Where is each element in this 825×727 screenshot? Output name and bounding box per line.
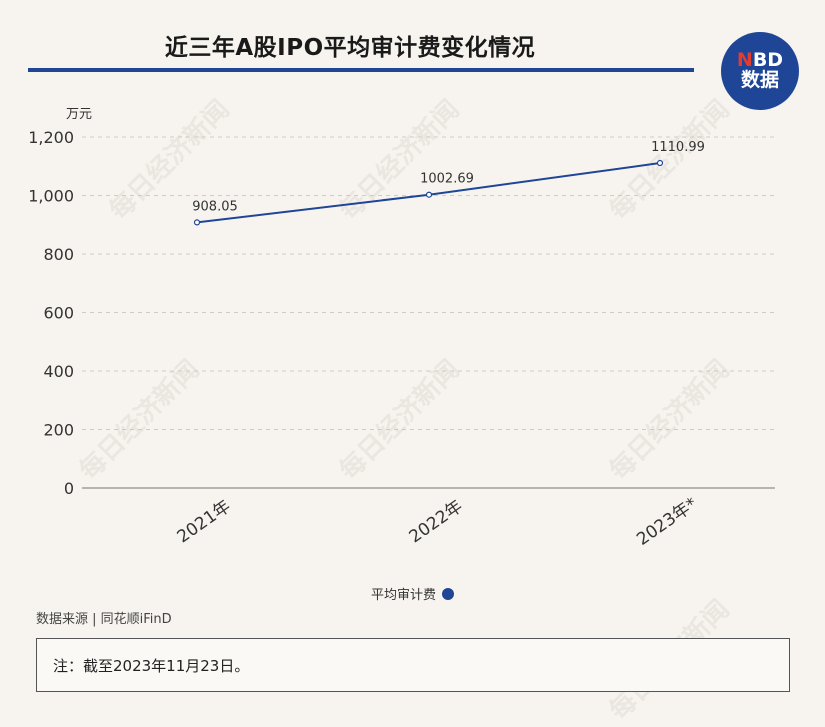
nbd-logo: NBD 数据 [721,32,799,110]
note-text: 注：截至2023年11月23日。 [53,656,250,675]
y-tick-label: 800 [43,245,74,264]
y-tick-label: 1,000 [28,187,74,206]
logo-data: 数据 [740,69,779,91]
data-point [193,219,201,226]
legend-label: 平均审计费 [370,588,436,603]
x-tick-label: 2023年* [633,494,701,550]
data-label: 1110.99 [651,140,705,155]
y-tick-label: 200 [43,421,74,440]
y-tick-label: 600 [43,304,74,323]
note-box: 注：截至2023年11月23日。 [36,638,790,692]
logo-n: N [736,49,753,72]
data-label: 1002.69 [420,172,474,187]
data-point [656,159,664,167]
x-tick-label: 2022年 [406,496,467,547]
y-tick-label: 1,200 [28,128,74,147]
data-point [425,191,433,198]
y-tick-label: 0 [64,479,74,498]
data-label: 908.05 [192,199,238,214]
data-source: 数据来源 | 同花顺iFinD [36,612,172,627]
chart-title: 近三年A股IPO平均审计费变化情况 [164,35,536,61]
title-underline [28,68,694,72]
y-tick-label: 400 [43,362,74,381]
legend-marker-icon [442,587,454,600]
x-tick-label: 2021年 [174,496,235,547]
y-axis-unit: 万元 [66,107,93,122]
logo-bd: BD [752,49,784,72]
legend: 平均审计费 [0,584,825,603]
line-chart: 0 200 400 600 800 1,000 1,200 2021年 2022年 2023年* 9… [28,128,775,550]
